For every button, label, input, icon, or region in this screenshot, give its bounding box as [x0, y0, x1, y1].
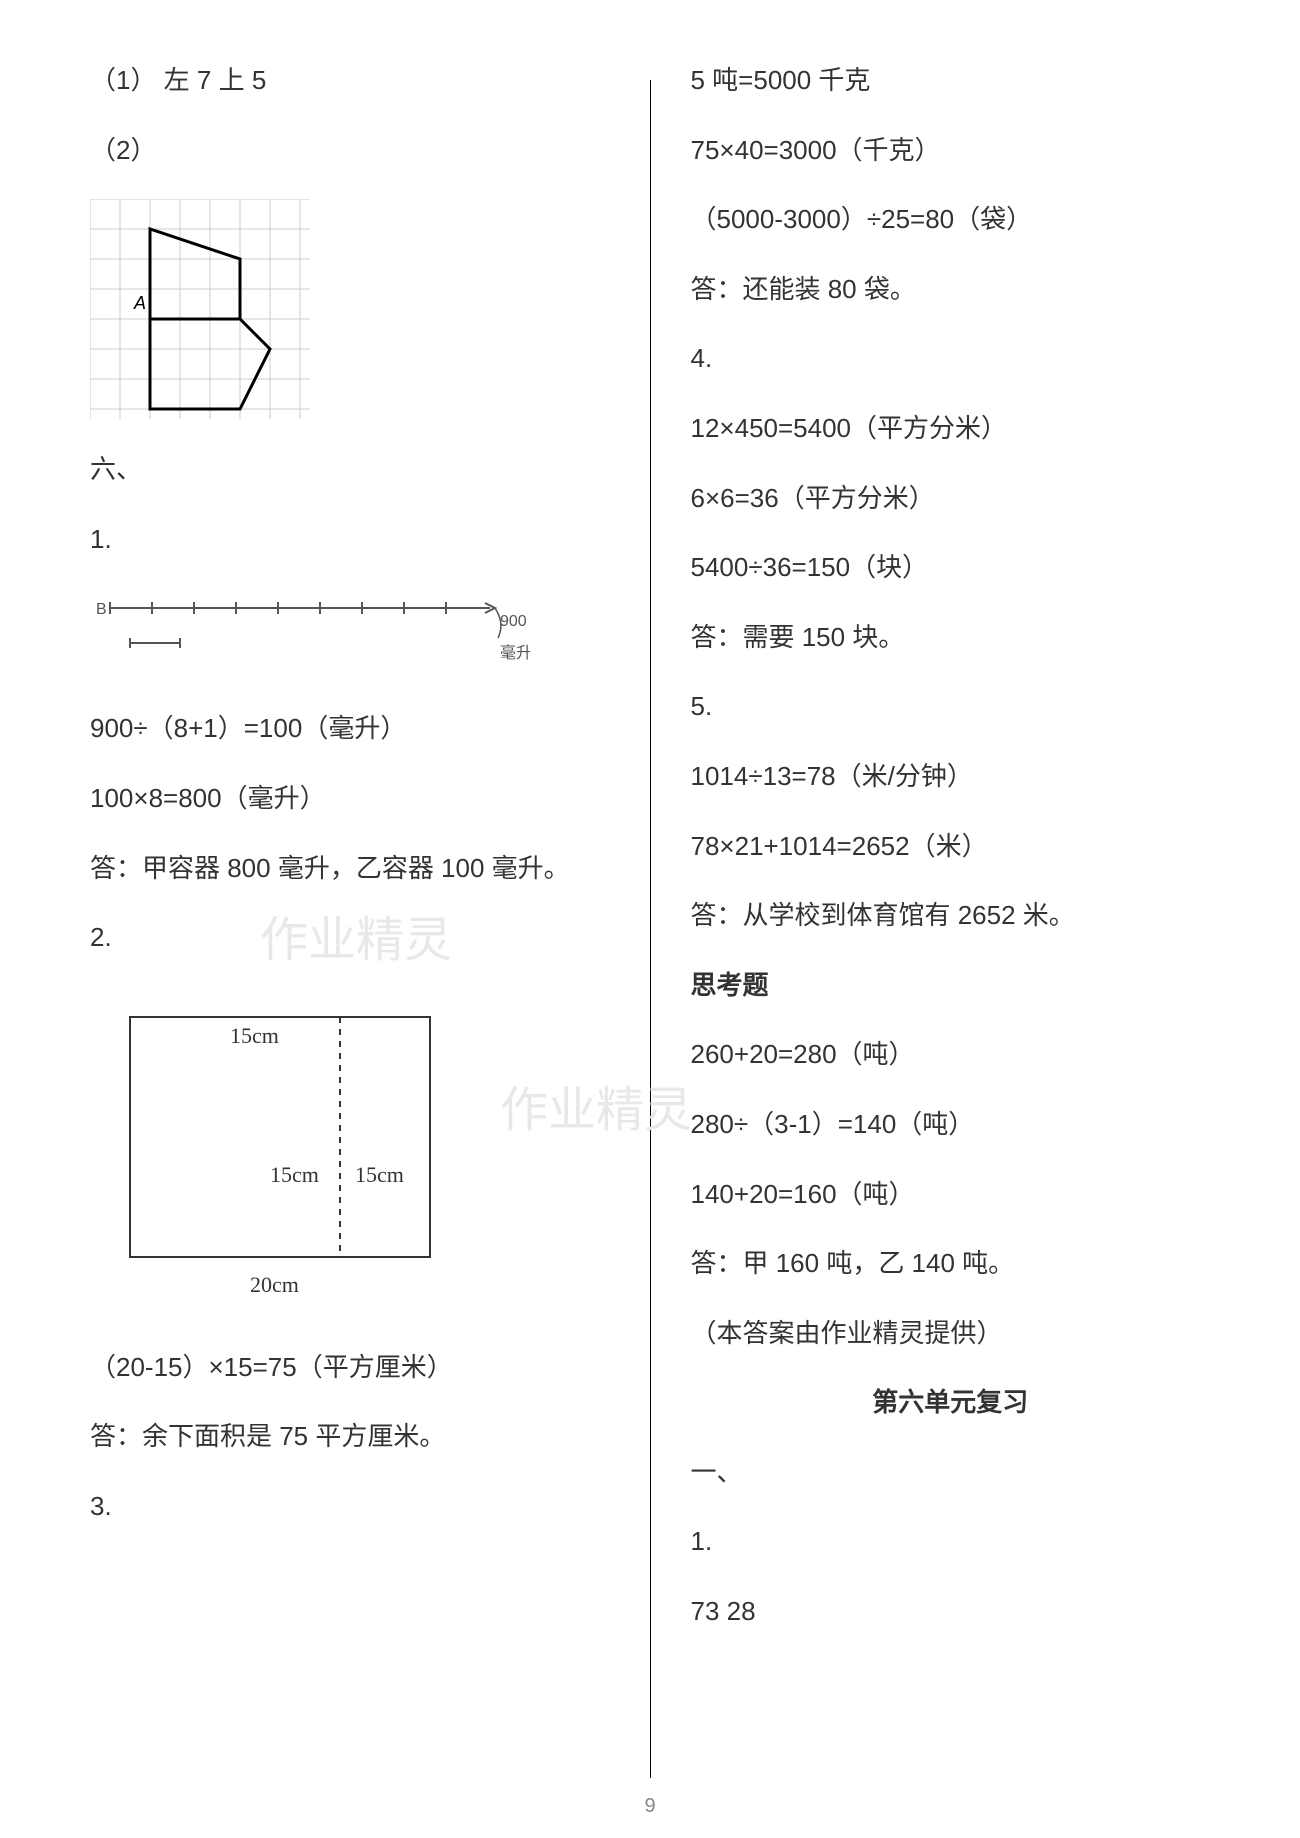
sec-1: 一、: [691, 1452, 1211, 1494]
ans-1: 73 28: [691, 1591, 1211, 1633]
answer-3: 答：还能装 80 袋。: [691, 269, 1211, 311]
shape-top: [150, 229, 240, 319]
section-6: 六、: [90, 449, 610, 491]
label-a: A: [133, 293, 146, 313]
calc-5b: 78×21+1014=2652（米）: [691, 826, 1211, 868]
q1-answer: （1） 左 7 上 5: [90, 60, 610, 102]
calc-4c: 5400÷36=150（块）: [691, 547, 1211, 589]
calc-2a: （20-15）×15=75（平方厘米）: [90, 1347, 610, 1389]
answer-4: 答：需要 150 块。: [691, 617, 1211, 659]
think-answer: 答：甲 160 吨，乙 140 吨。: [691, 1243, 1211, 1285]
q2-label: （2）: [90, 130, 610, 172]
grid-diagram: A: [90, 199, 310, 419]
think-1: 260+20=280（吨）: [691, 1034, 1211, 1076]
label-b: B: [96, 601, 107, 618]
calc-4b: 6×6=36（平方分米）: [691, 478, 1211, 520]
label-mid-15cm-a: 15cm: [270, 1162, 319, 1187]
think-2: 280÷（3-1）=140（吨）: [691, 1104, 1211, 1146]
sub-1: 1.: [691, 1521, 1211, 1563]
answer-2: 答：余下面积是 75 平方厘米。: [90, 1416, 610, 1458]
item-5: 5.: [691, 686, 1211, 728]
rect-diagram: 15cm 15cm 15cm 20cm: [100, 987, 460, 1317]
calc-1a: 900÷（8+1）=100（毫升）: [90, 708, 610, 750]
unit6-title: 第六单元复习: [691, 1382, 1211, 1424]
page-number: 9: [644, 1795, 655, 1818]
label-mid-15cm-b: 15cm: [355, 1162, 404, 1187]
label-bottom-20cm: 20cm: [250, 1272, 299, 1297]
think-title: 思考题: [691, 965, 1211, 1007]
label-ml: 毫升: [500, 643, 530, 662]
item-4: 4.: [691, 338, 1211, 380]
credit: （本答案由作业精灵提供）: [691, 1313, 1211, 1355]
r-line1: 5 吨=5000 千克: [691, 60, 1211, 102]
answer-5: 答：从学校到体育馆有 2652 米。: [691, 895, 1211, 937]
label-900: 900: [500, 613, 527, 630]
item-1: 1.: [90, 519, 610, 561]
think-3: 140+20=160（吨）: [691, 1174, 1211, 1216]
grid-lines: [90, 199, 310, 419]
item-3: 3.: [90, 1486, 610, 1528]
calc-1b: 100×8=800（毫升）: [90, 778, 610, 820]
calc-5a: 1014÷13=78（米/分钟）: [691, 756, 1211, 798]
item-2: 2.: [90, 917, 610, 959]
number-line-diagram: B 900 毫升: [90, 588, 530, 678]
answer-1: 答：甲容器 800 毫升，乙容器 100 毫升。: [90, 848, 610, 890]
label-top-15cm: 15cm: [230, 1023, 279, 1048]
calc-4a: 12×450=5400（平方分米）: [691, 408, 1211, 450]
r-line2: 75×40=3000（千克）: [691, 130, 1211, 172]
r-line3: （5000-3000）÷25=80（袋）: [691, 199, 1211, 241]
